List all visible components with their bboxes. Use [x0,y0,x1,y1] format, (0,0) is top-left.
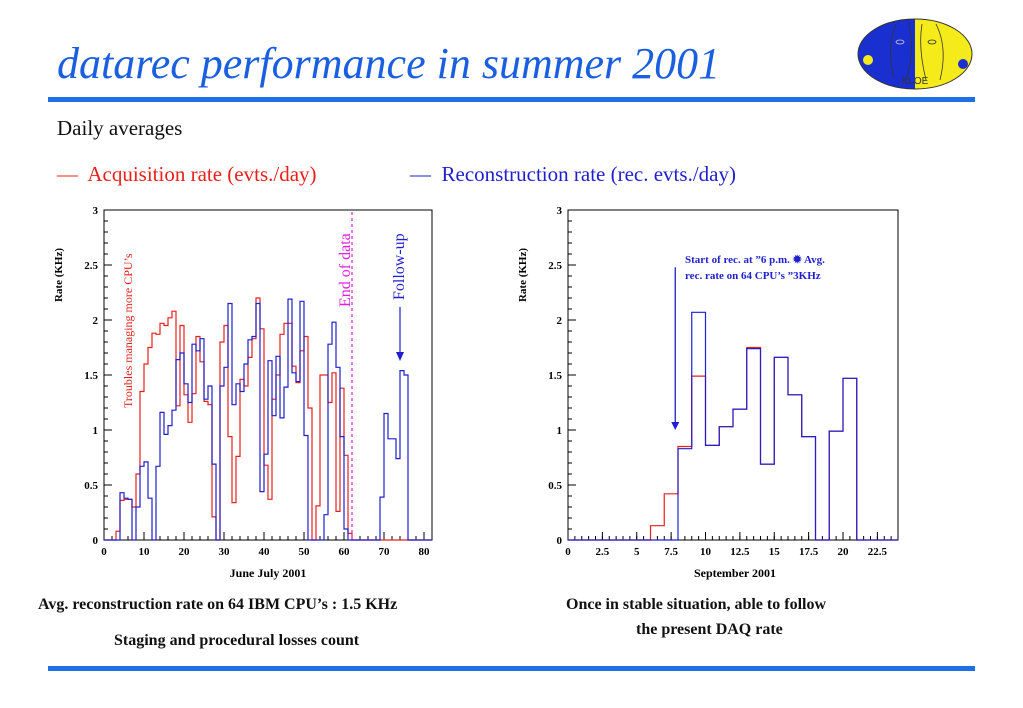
legend-reconstruction: — Reconstruction rate (rec. evts./day) [410,162,736,187]
legend-acquisition-label: Acquisition rate (evts./day) [87,162,317,186]
y-axis-label: Rate (KHz) [517,248,529,302]
y-tick-label: 2.5 [548,260,562,272]
caption-right-line1: Once in stable situation, able to follow [566,596,827,613]
annotation-troubles: Troubles managing more CPU’s [121,253,135,408]
x-tick-label: 60 [339,546,351,558]
y-tick-label: 1 [93,425,99,437]
y-tick-label: 2 [93,315,99,327]
x-tick-label: 70 [379,546,391,558]
chart-june-july: Rate (KHz) June July 2001 00.511.522.530… [53,205,433,580]
x-tick-label: 80 [419,546,431,558]
x-tick-label: 5 [634,546,640,558]
svg-text:KLOE: KLOE [902,76,929,87]
x-axis-label: September 2001 [694,566,776,580]
y-tick-label: 0.5 [84,480,98,492]
annotation-end-of-data: End of data [337,233,354,307]
legend-reconstruction-label: Reconstruction rate (rec. evts./day) [441,162,736,186]
x-tick-label: 22.5 [868,546,888,558]
x-tick-label: 20 [179,546,191,558]
x-tick-label: 10 [139,546,151,558]
x-tick-label: 7.5 [664,546,678,558]
y-tick-label: 3 [557,205,563,217]
follow-up-arrowhead [396,352,404,361]
annotation-note-line1: Start of rec. at ”6 p.m. ✹ Avg. [685,254,825,266]
x-tick-label: 0 [565,546,571,558]
y-tick-label: 2.5 [84,260,98,272]
x-tick-label: 10 [700,546,712,558]
y-tick-label: 2 [557,315,563,327]
legend-reconstruction-swatch: — [410,162,431,186]
subtitle: Daily averages [57,116,183,140]
y-tick-label: 0 [557,535,563,547]
x-tick-label: 20 [838,546,850,558]
series-reconstruction-line [104,298,432,541]
legend-acquisition-swatch: — [57,162,78,186]
x-tick-label: 40 [259,546,271,558]
chart-september: Rate (KHz) September 2001 00.511.522.530… [517,205,899,580]
slide-title: datarec performance in summer 2001 [57,39,721,88]
caption-left-line1: Avg. reconstruction rate on 64 IBM CPU’s… [38,596,398,613]
y-tick-label: 3 [93,205,99,217]
start-arrowhead [671,422,680,430]
x-tick-label: 12.5 [730,546,750,558]
x-tick-label: 15 [769,546,781,558]
legend-acquisition: — Acquisition rate (evts./day) [57,162,317,187]
caption-left-line2: Staging and procedural losses count [114,632,360,649]
x-tick-label: 30 [219,546,231,558]
series-acquisition-line [568,346,898,541]
footer-divider [48,666,975,671]
y-tick-label: 0 [93,535,99,547]
annotation-note-line2: rec. rate on 64 CPU’s ”3KHz [685,270,821,282]
header-divider [48,97,975,102]
y-tick-label: 1.5 [548,370,562,382]
y-tick-label: 1 [557,425,563,437]
annotation-follow-up: Follow-up [391,233,408,300]
series-reconstruction-line [568,311,898,541]
x-tick-label: 17.5 [799,546,819,558]
x-tick-label: 50 [299,546,311,558]
kloe-logo: KLOE [857,18,973,90]
caption-right-line2: the present DAQ rate [636,621,783,638]
x-tick-label: 2.5 [596,546,610,558]
x-axis-label: June July 2001 [230,566,307,580]
y-tick-label: 0.5 [548,480,562,492]
y-tick-label: 1.5 [84,370,98,382]
x-tick-label: 0 [101,546,107,558]
y-axis-label: Rate (KHz) [53,248,65,302]
